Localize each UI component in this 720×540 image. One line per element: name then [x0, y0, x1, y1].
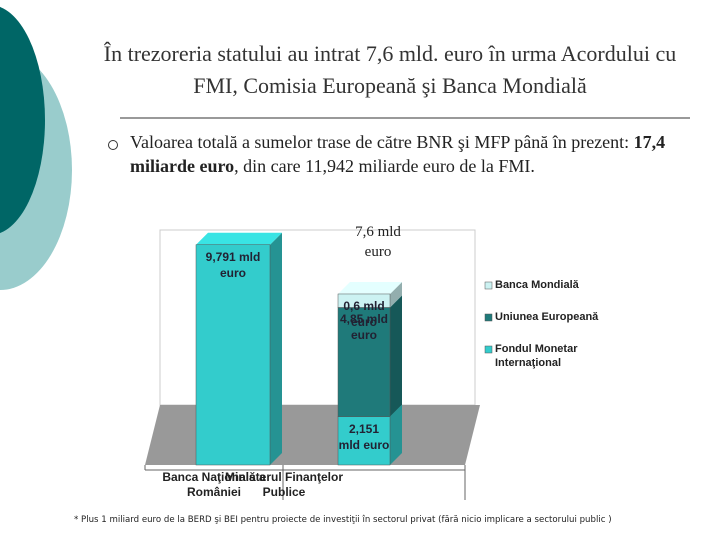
- legend-swatch: [484, 345, 493, 354]
- bullet-bold: 17,4 miliarde euro: [130, 132, 666, 176]
- bar-side: [270, 232, 282, 465]
- bullet-text: , din care 11,942 miliarde euro de la FM…: [234, 156, 535, 176]
- bar: [337, 307, 391, 417]
- value-label: 9,791 mld euro: [205, 249, 261, 280]
- legend-swatch: [484, 281, 493, 290]
- legend-swatch: [484, 313, 493, 322]
- bar-top: [196, 232, 282, 245]
- bar: [195, 244, 271, 466]
- bar: [337, 293, 391, 308]
- decor-circle: [0, 6, 45, 234]
- x-tick-label: Banca Naţională a României: [162, 470, 266, 499]
- bullet-icon: [108, 140, 118, 150]
- legend-label: Banca Mondială: [495, 279, 579, 291]
- value-label: 4,85 mld euro: [339, 312, 389, 343]
- bar-side: [390, 281, 402, 308]
- value-label: 2,151 mld euro: [338, 421, 390, 452]
- legend-label: Fondul Monetar Internaţional: [495, 343, 578, 369]
- footnote: * Plus 1 miliard euro de la BERD şi BEI …: [74, 515, 612, 525]
- floor: [145, 405, 480, 465]
- x-tick-label: Ministerul Finanţelor Publice: [224, 470, 343, 499]
- bullet: Valoarea totală a sumelor trase de către…: [130, 130, 700, 178]
- bar-side: [390, 404, 402, 465]
- annotation: 7,6 mld euro: [355, 224, 401, 260]
- bar-side: [390, 295, 402, 417]
- bar-top: [338, 281, 402, 294]
- value-label: 0,6 mld euro: [343, 298, 385, 329]
- bullet-text: Valoarea totală a sumelor trase de către…: [130, 132, 634, 152]
- title: În trezoreria statului au intrat 7,6 mld…: [103, 41, 677, 98]
- legend-label: Uniunea Europeană: [495, 311, 599, 323]
